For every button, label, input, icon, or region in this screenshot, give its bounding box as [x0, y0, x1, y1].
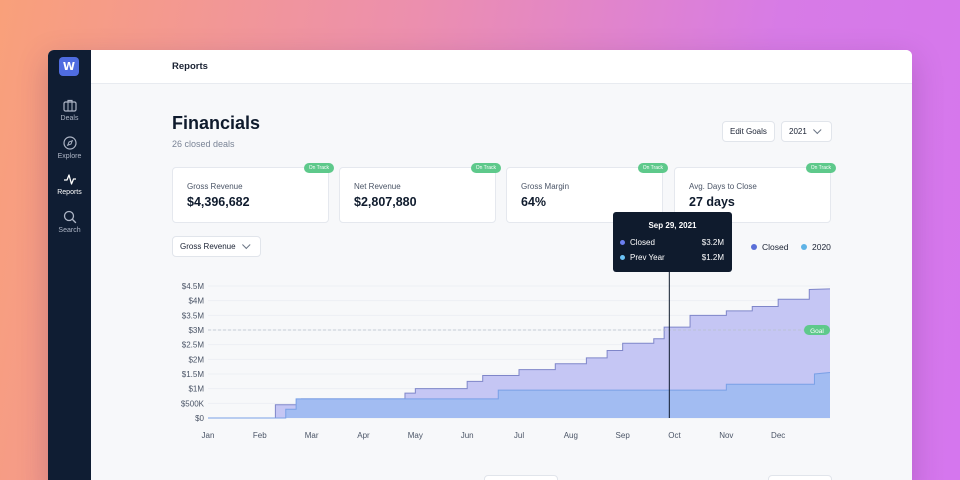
x-tick-label: Jul — [514, 431, 524, 440]
legend-swatch — [751, 244, 757, 250]
series-closed-line — [208, 288, 831, 419]
metric-select-value: Gross Revenue — [180, 242, 236, 251]
sidebar-item-label: Deals — [60, 115, 79, 122]
tooltip-row-closed: Closed $3.2M — [620, 238, 724, 247]
x-tick-label: Dec — [771, 431, 785, 440]
sidebar-item-reports[interactable]: Reports — [48, 173, 91, 196]
search-icon — [63, 210, 76, 224]
y-tick-label: $1.5M — [182, 370, 205, 379]
x-tick-label: Oct — [668, 431, 681, 440]
goal-badge — [804, 325, 830, 335]
page-title: Financials — [172, 113, 261, 133]
status-badge: On Track — [470, 163, 501, 173]
y-tick-label: $2M — [188, 355, 204, 364]
status-badge: On Track — [805, 163, 836, 173]
y-tick-label: $4M — [188, 297, 204, 306]
tooltip-date: Sep 29, 2021 — [648, 221, 697, 230]
sidebar-item-search[interactable]: Search — [48, 210, 91, 234]
bottom-panel-control[interactable] — [484, 475, 558, 480]
compass-icon — [62, 136, 77, 150]
bottom-panel-control[interactable] — [768, 475, 832, 480]
kpi-value: 27 days — [689, 195, 735, 209]
sidebar-item-deals[interactable]: Deals — [48, 99, 91, 122]
x-tick-label: Feb — [253, 431, 267, 440]
app-window: W Deals Explore Reports — [48, 50, 912, 480]
x-tick-label: Apr — [357, 431, 370, 440]
year-select-value: 2021 — [789, 127, 807, 136]
x-tick-label: Aug — [564, 431, 578, 440]
y-tick-label: $2.5M — [182, 341, 205, 350]
x-tick-label: Sep — [616, 431, 631, 440]
y-tick-label: $3.5M — [182, 311, 205, 320]
briefcase-icon — [62, 99, 77, 112]
tooltip-row-value: $1.2M — [701, 253, 724, 262]
legend-swatch — [801, 244, 807, 250]
kpi-label: Avg. Days to Close — [689, 182, 757, 191]
x-tick-label: Nov — [719, 431, 733, 440]
year-select[interactable]: 2021 — [781, 121, 832, 142]
y-tick-label: $1M — [188, 385, 204, 394]
edit-goals-button[interactable]: Edit Goals — [722, 121, 775, 142]
kpi-value: 64% — [521, 195, 547, 209]
sidebar: W Deals Explore Reports — [48, 50, 91, 480]
header-title: Reports — [172, 61, 208, 72]
x-tick-label: Jun — [461, 431, 474, 440]
sidebar-item-label: Search — [58, 227, 81, 234]
activity-icon — [63, 174, 76, 185]
x-tick-label: Jan — [202, 431, 215, 440]
y-tick-label: $4.5M — [182, 282, 205, 291]
x-tick-label: Mar — [305, 431, 319, 440]
kpi-card-gross-revenue[interactable]: Gross Revenue $4,396,682 On Track — [172, 163, 334, 223]
metric-select[interactable]: Gross Revenue — [172, 236, 261, 257]
goal-label: Goal — [810, 328, 824, 335]
sidebar-item-label: Explore — [57, 153, 82, 160]
sidebar-item-explore[interactable]: Explore — [48, 136, 91, 160]
tooltip-row-prev-year: Prev Year $1.2M — [620, 253, 724, 262]
kpi-label: Gross Margin — [521, 182, 570, 191]
app-logo[interactable]: W — [59, 57, 79, 76]
y-tick-label: $0 — [195, 414, 204, 423]
kpi-label: Gross Revenue — [187, 182, 243, 191]
status-badge: On Track — [637, 163, 668, 173]
series-closed-area — [208, 288, 830, 418]
tooltip-row-value: $3.2M — [701, 238, 724, 247]
kpi-value: $4,396,682 — [187, 195, 250, 209]
y-tick-label: $3M — [188, 326, 204, 335]
edit-goals-label: Edit Goals — [730, 127, 767, 136]
legend-item-2020[interactable]: 2020 — [801, 242, 831, 252]
tooltip-row-label: Prev Year — [630, 253, 665, 262]
x-tick-label: May — [408, 431, 423, 440]
y-tick-label: $500K — [181, 399, 205, 408]
legend-label: Closed — [762, 242, 789, 252]
tooltip-row-label: Closed — [630, 238, 655, 247]
revenue-chart[interactable]: $0 $500K $1M $1.5M $2M $2.5M $3M $3.5M $4M $4.5M J… — [48, 50, 912, 480]
sidebar-item-label: Reports — [57, 189, 82, 196]
series-2020-line — [208, 372, 831, 419]
tooltip-swatch — [620, 240, 625, 245]
kpi-label: Net Revenue — [354, 182, 401, 191]
kpi-card-net-revenue[interactable]: Net Revenue $2,807,880 On Track — [339, 163, 501, 223]
chart-tooltip: Sep 29, 2021 Closed $3.2M Prev Year $1.2… — [613, 212, 732, 272]
status-badge: On Track — [303, 163, 334, 173]
series-2020-area — [208, 372, 830, 418]
kpi-value: $2,807,880 — [354, 195, 417, 209]
legend-item-closed[interactable]: Closed — [751, 242, 788, 252]
legend-label: 2020 — [812, 242, 831, 252]
page-subtitle: 26 closed deals — [172, 139, 235, 149]
top-bar: Reports — [91, 50, 912, 84]
tooltip-swatch — [620, 255, 625, 260]
